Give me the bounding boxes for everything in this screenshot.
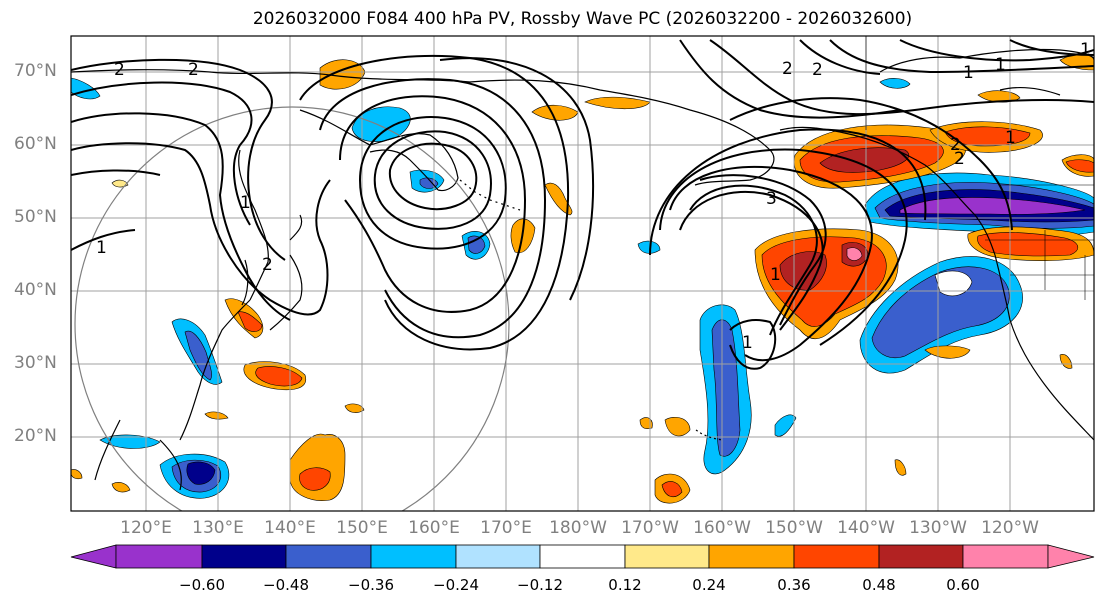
contour-label: 2	[114, 60, 125, 80]
colorbar	[70, 544, 1095, 569]
contour-label: 2	[188, 60, 199, 80]
lon-label: 160°E	[408, 518, 460, 538]
colorbar-tick: −0.60	[179, 576, 225, 594]
colorbar-tick: 0.60	[946, 576, 980, 594]
lon-label: 130°W	[909, 518, 967, 538]
contour-label: 1	[240, 193, 251, 213]
colorbar-tick: 0.12	[608, 576, 642, 594]
chart-title: 2026032000 F084 400 hPa PV, Rossby Wave …	[252, 9, 913, 29]
lat-label-70n: 70°N	[14, 61, 57, 81]
colorbar-tick: −0.12	[517, 576, 563, 594]
colorbar-tick: 0.36	[777, 576, 811, 594]
lat-label-60n: 60°N	[14, 134, 57, 154]
lon-label: 150°W	[765, 518, 823, 538]
lon-label: 130°E	[192, 518, 244, 538]
lon-label: 140°E	[264, 518, 316, 538]
contour-label: 2	[950, 135, 961, 155]
gridlines	[71, 36, 1094, 511]
lon-label: 120°W	[981, 518, 1039, 538]
contour-label: 2	[812, 60, 823, 80]
colorbar-tick: −0.48	[263, 576, 309, 594]
lat-label-40n: 40°N	[14, 280, 57, 300]
lon-label: 140°W	[837, 518, 895, 538]
colorbar-tick: 0.24	[692, 576, 726, 594]
contour-label: 3	[766, 189, 777, 209]
lon-label: 160°W	[693, 518, 751, 538]
contour-label: 1	[963, 63, 974, 83]
lon-label: 170°E	[480, 518, 532, 538]
map-frame	[70, 35, 1095, 512]
contour-label: 1	[1005, 128, 1016, 148]
pv-contours	[71, 39, 1094, 370]
lon-label: 180°W	[549, 518, 607, 538]
lon-label: 120°E	[120, 518, 172, 538]
lat-label-20n: 20°N	[14, 426, 57, 446]
contour-label: 1	[995, 55, 1006, 75]
contour-label: 2	[954, 149, 965, 169]
contour-label: 1	[770, 265, 781, 285]
contour-label: 1	[742, 333, 753, 353]
colorbar-tick: 0.48	[862, 576, 896, 594]
contour-label: 2	[262, 255, 273, 275]
colorbar-tick: −0.36	[348, 576, 394, 594]
colorbar-tick: −0.24	[433, 576, 479, 594]
lat-label-50n: 50°N	[14, 207, 57, 227]
lat-label-30n: 30°N	[14, 353, 57, 373]
contour-label: 1	[1080, 40, 1091, 60]
contour-label: 2	[782, 59, 793, 79]
coastlines	[71, 48, 1094, 491]
lon-label: 150°E	[336, 518, 388, 538]
lon-label: 170°W	[621, 518, 679, 538]
contour-label: 1	[96, 238, 107, 258]
region-circle	[74, 106, 510, 511]
